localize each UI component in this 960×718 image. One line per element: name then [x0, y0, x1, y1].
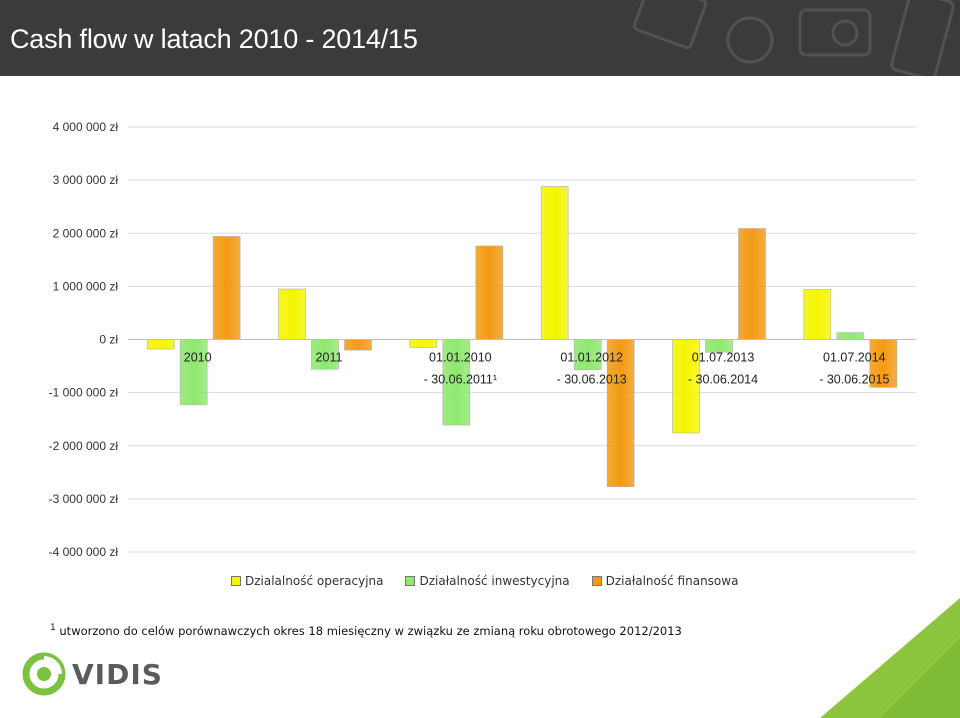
chart-legend: Dzialalność operacyjna Działalność inwes… [231, 574, 738, 588]
legend-item-operacyjna: Dzialalność operacyjna [231, 574, 383, 588]
x-tick-label: 01.07.2014 [823, 351, 886, 365]
bar [606, 339, 635, 487]
bar [278, 288, 306, 340]
x-tick-label: 01.07.2013 [692, 351, 755, 365]
vidis-logo-text: VIDIS [72, 657, 163, 691]
legend-item-finansowa: Działalność finansowa [591, 574, 739, 588]
cash-flow-chart: 4 000 000 zł 3 000 000 zł 2 000 000 zł 1 00… [49, 120, 916, 559]
y-tick-label: -4 000 000 zł [49, 545, 119, 559]
x-tick-label: 2011 [316, 351, 343, 365]
page-title: Cash flow w latach 2010 - 2014/15 [10, 24, 418, 54]
x-tick-label: - 30.06.2014 [688, 373, 758, 387]
y-tick-label: 3 000 000 zł [53, 173, 119, 187]
x-tick-label: - 30.06.2015 [819, 373, 889, 387]
y-tick-label: 2 000 000 zł [53, 226, 119, 240]
header-decoration-icons [632, 0, 955, 76]
bar [311, 339, 339, 370]
bar [573, 339, 602, 371]
bar [836, 332, 865, 340]
legend-item-inwestycyjna: Działalność inwestycyjna [405, 574, 570, 588]
x-tick-label: 01.01.2012 [560, 351, 623, 365]
bar [869, 339, 898, 388]
bar [212, 236, 241, 340]
bar [179, 339, 208, 406]
footnote-mark: 1 [50, 623, 56, 633]
legend-label-finansowa: Działalność finansowa [605, 574, 739, 588]
x-tick-label: 01.01.2010 [429, 351, 492, 365]
y-tick-label: 4 000 000 zł [53, 120, 119, 134]
legend-swatch-operacyjna [231, 576, 241, 586]
bar [738, 228, 766, 340]
y-tick-label: -3 000 000 zł [49, 492, 119, 506]
x-tick-label: - 30.06.2011¹ [424, 373, 497, 387]
y-tick-label: -2 000 000 zł [49, 439, 119, 453]
bar [344, 339, 372, 351]
vidis-logo-icon [22, 652, 66, 696]
footnote-text: utworzono do celów porównawczych okres 1… [55, 623, 682, 638]
legend-swatch-finansowa [591, 576, 602, 586]
vidis-logo: VIDIS [22, 652, 163, 696]
header-bar: Cash flow w latach 2010 - 2014/15 [0, 0, 960, 76]
bar [540, 186, 569, 340]
legend-label-operacyjna: Dzialalność operacyjna [245, 574, 384, 588]
legend-swatch-inwestycyjna [405, 576, 416, 586]
bar [672, 339, 700, 434]
x-tick-label: - 30.06.2013 [557, 373, 627, 387]
x-tick-label: 2010 [184, 351, 212, 365]
corner-decoration [820, 598, 960, 718]
bar [442, 339, 471, 426]
bar [146, 339, 175, 350]
y-tick-label: 0 zł [99, 333, 118, 347]
y-tick-label: 1 000 000 zł [53, 279, 119, 293]
bar [475, 245, 504, 340]
footnote: 1 utworzono do celów porównawczych okres… [50, 623, 682, 638]
bar [803, 289, 832, 340]
legend-label-inwestycyjna: Działalność inwestycyjna [419, 574, 570, 588]
y-tick-label: -1 000 000 zł [49, 386, 119, 400]
bar [409, 339, 438, 348]
